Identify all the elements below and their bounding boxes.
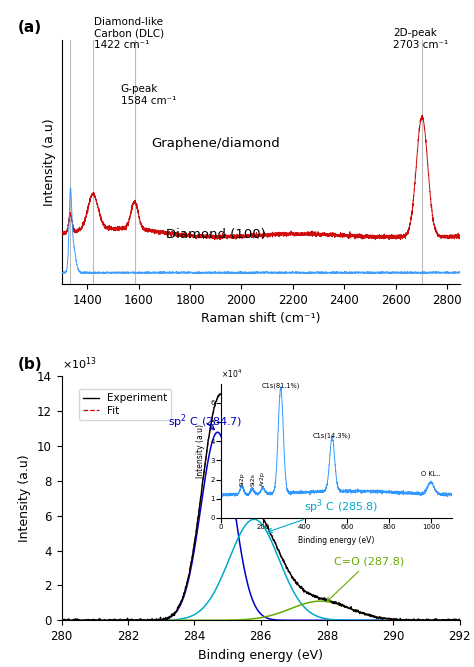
Legend: Experiment, Fit: Experiment, Fit (79, 389, 171, 420)
Text: $\times$10$^{13}$: $\times$10$^{13}$ (62, 355, 96, 372)
Fit (333, 599, 338, 607)
Fit (235, 443, 240, 451)
Fit (218, 390, 224, 398)
Text: (b): (b) (18, 357, 43, 372)
Line: Fit: Fit (62, 394, 460, 620)
Text: Diamond (100): Diamond (100) (166, 227, 265, 241)
Line: Experiment: Experiment (62, 394, 460, 623)
Fit (220, 392, 226, 400)
Fit (59, 616, 64, 624)
Text: Diamond-like
Carbon (DLC)
1422 cm⁻¹: Diamond-like Carbon (DLC) 1422 cm⁻¹ (94, 17, 164, 50)
Y-axis label: Intensity (a.u): Intensity (a.u) (18, 455, 31, 542)
Experiment (100, 617, 105, 625)
Experiment (377, 613, 383, 621)
Experiment (219, 390, 224, 398)
Text: sp$^2$ C (284.7): sp$^2$ C (284.7) (168, 412, 242, 431)
Experiment (138, 619, 144, 627)
Experiment (59, 616, 64, 624)
Text: 2D-peak
2703 cm⁻¹: 2D-peak 2703 cm⁻¹ (393, 28, 448, 50)
Text: C=O (287.8): C=O (287.8) (327, 556, 404, 602)
Text: Graphene/diamond: Graphene/diamond (151, 137, 280, 150)
Experiment (333, 598, 338, 606)
Experiment (220, 391, 226, 399)
Fit (370, 612, 375, 620)
Text: sp$^3$ C (285.8): sp$^3$ C (285.8) (268, 498, 378, 532)
Fit (100, 616, 105, 624)
Experiment (370, 612, 376, 620)
X-axis label: Raman shift (cm⁻¹): Raman shift (cm⁻¹) (201, 312, 320, 325)
Experiment (457, 616, 463, 624)
Experiment (235, 445, 241, 453)
Text: G-peak
1584 cm⁻¹: G-peak 1584 cm⁻¹ (121, 84, 176, 106)
X-axis label: Binding energy (eV): Binding energy (eV) (198, 648, 323, 662)
Text: (a): (a) (18, 20, 42, 35)
Y-axis label: Intensity (a.u): Intensity (a.u) (43, 118, 56, 205)
Fit (457, 616, 463, 624)
Fit (377, 614, 383, 622)
